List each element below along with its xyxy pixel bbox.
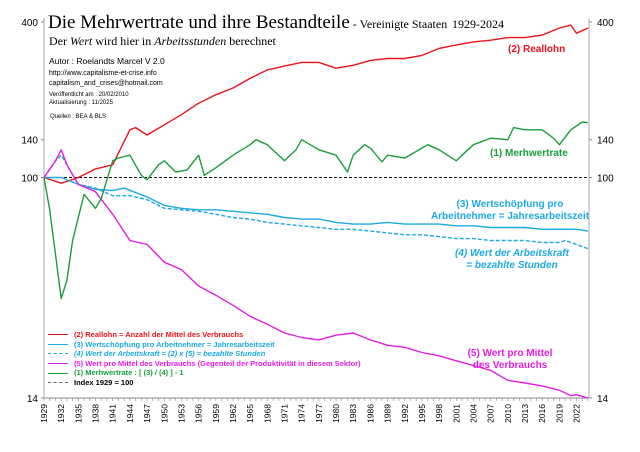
- x-tick-label: 1932: [56, 404, 66, 423]
- series-line-wertschoepfung: [44, 176, 589, 232]
- chart-subtitle: Der Wert wird hier in Arbeitsstunden ber…: [49, 34, 276, 48]
- y-tick-label-right: 100: [597, 173, 614, 184]
- x-tick-label: 1962: [228, 404, 238, 423]
- y-tick-label-right: 14: [597, 394, 609, 405]
- website: http://www.capitalisme-et-crise.info: [49, 70, 157, 77]
- legend-item: (2) Reallohn = Anzahl der Mittel des Ver…: [48, 330, 361, 340]
- email: capitalism_and_crises@hotmail.com: [49, 80, 163, 87]
- x-tick-label: 1938: [91, 404, 101, 423]
- series-line-wert_mittel: [43, 149, 589, 399]
- x-tick-label: 2013: [520, 404, 530, 423]
- x-tick-label: 2019: [554, 404, 564, 423]
- label-arbeitskraft: (4) Wert der Arbeitskraft = bezahlte Stun…: [455, 248, 569, 271]
- label-wert-mittel: (5) Wert pro Mittel des Verbrauchs: [467, 348, 553, 371]
- label-reallohn: (2) Reallohn: [508, 44, 566, 55]
- x-tick-label: 1947: [142, 404, 152, 423]
- updated: Aktualisierung : 11/2025: [49, 100, 113, 106]
- y-tick-label-left: 140: [21, 136, 38, 147]
- legend-item: (4) Wert der Arbeitskraft = (2) x (5) = …: [48, 349, 361, 359]
- x-tick-label: 1974: [297, 404, 307, 423]
- legend: (2) Reallohn = Anzahl der Mittel des Ver…: [48, 330, 361, 388]
- x-tick-label: 1965: [245, 404, 255, 423]
- x-tick-label: 2004: [468, 404, 478, 423]
- x-tick-label: 1989: [383, 404, 393, 423]
- legend-item: (5) Wert pro Mittel des Verbrauchs (Gege…: [48, 359, 361, 369]
- series-line-reallohn: [43, 24, 589, 184]
- title-main: Die Mehrwertrate und ihre Bestandteile: [48, 12, 350, 33]
- x-tick-label: 2010: [503, 404, 513, 423]
- label-mehrwertrate: (1) Merhwertrate: [490, 148, 568, 159]
- x-tick-label: 1971: [280, 404, 290, 423]
- series-line-mehrwertrate: [43, 121, 589, 300]
- y-tick-label-left: 100: [21, 173, 38, 184]
- title-period: 1929-2024: [451, 17, 504, 31]
- x-tick-label: 1995: [417, 404, 427, 423]
- x-tick-label: 1959: [211, 404, 221, 423]
- x-tick-label: 1968: [262, 404, 272, 423]
- x-tick-label: 1935: [73, 404, 83, 423]
- y-tick-label-left: 14: [27, 394, 39, 405]
- label-wertschoepfung: (3) Wertschöpfung pro Arbeitnehmer = Jahr…: [430, 199, 590, 222]
- x-tick-label: 1980: [331, 404, 341, 423]
- x-tick-label: 1992: [400, 404, 410, 423]
- x-tick-label: 1941: [108, 404, 118, 423]
- author: Autor : Roelandts Marcel V 2.0: [49, 56, 165, 66]
- x-tick-label: 1953: [176, 404, 186, 423]
- y-tick-label-left: 400: [21, 18, 38, 29]
- x-tick-label: 1998: [434, 404, 444, 423]
- published: Veröffentlicht am : 20/02/2010: [49, 92, 129, 98]
- y-tick-label-right: 140: [597, 136, 614, 147]
- legend-item: (1) Merhwertrate : [ (3) / (4) ] - 1: [48, 368, 361, 378]
- x-tick-label: 1956: [194, 404, 204, 423]
- chart-title: Die Mehrwertrate und ihre Bestandteile -…: [48, 12, 504, 34]
- x-tick-label: 1929: [39, 404, 49, 423]
- x-tick-label: 1944: [125, 404, 135, 423]
- title-sep: -: [349, 17, 360, 31]
- title-region: Vereinigte Staaten: [359, 17, 448, 31]
- legend-item: (3) Wertschöpfung pro Arbeitnehmer = Jah…: [48, 340, 361, 350]
- x-tick-label: 1986: [365, 404, 375, 423]
- x-tick-label: 2022: [572, 404, 582, 423]
- x-tick-label: 2007: [486, 404, 496, 423]
- legend-item: Index 1929 = 100: [48, 378, 361, 388]
- y-tick-label-right: 400: [597, 18, 614, 29]
- sources: Quellen : BEA & BLS: [50, 114, 107, 120]
- x-tick-label: 1950: [159, 404, 169, 423]
- x-tick-label: 2001: [451, 404, 461, 423]
- series-line-arbeitskraft: [43, 154, 589, 250]
- x-tick-label: 1977: [314, 404, 324, 423]
- x-tick-label: 2016: [537, 404, 547, 423]
- x-tick-label: 1983: [348, 404, 358, 423]
